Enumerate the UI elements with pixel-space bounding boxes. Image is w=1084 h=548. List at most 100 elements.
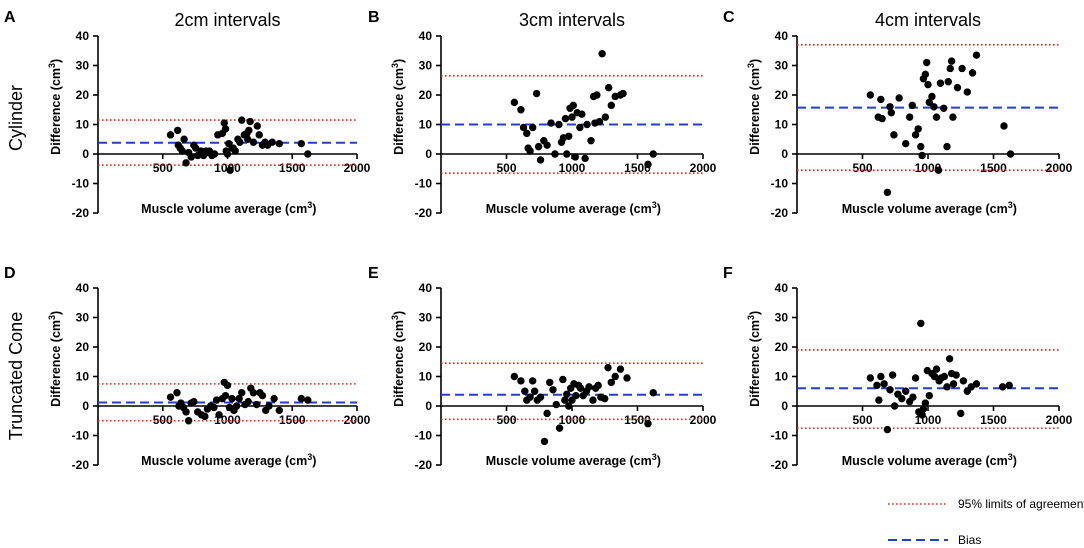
x-tick-label: 1000 <box>559 413 586 427</box>
y-tick-label: 40 <box>775 281 789 295</box>
data-point <box>898 394 906 403</box>
y-axis-label: Difference (cm3) <box>746 59 762 155</box>
y-tick-label: -20 <box>72 458 90 472</box>
x-tick-label: 1500 <box>279 161 306 175</box>
y-tick-label: 40 <box>76 29 90 43</box>
y-tick-label: -20 <box>415 206 433 220</box>
x-tick-label: 2000 <box>1046 413 1073 427</box>
y-tick-label: 30 <box>419 311 433 325</box>
data-point <box>561 396 569 404</box>
data-point <box>917 319 925 328</box>
data-point <box>949 113 957 121</box>
y-tick-label: 20 <box>775 340 789 354</box>
data-point <box>210 150 219 158</box>
data-point <box>270 394 278 403</box>
data-point <box>182 408 190 416</box>
data-point <box>940 372 949 381</box>
data-point <box>909 393 917 401</box>
y-tick-label: 0 <box>425 399 432 413</box>
legend-bias-label: Bias <box>958 533 981 547</box>
data-point <box>543 409 551 418</box>
data-point <box>589 396 597 404</box>
data-point <box>895 94 903 102</box>
data-point <box>182 159 190 167</box>
data-point <box>585 383 593 391</box>
x-axis-label: Muscle volume average (cm3) <box>141 200 316 216</box>
data-point <box>236 138 244 146</box>
data-point <box>880 380 888 388</box>
data-point <box>238 389 246 397</box>
data-point <box>532 89 541 98</box>
data-point <box>593 91 601 99</box>
data-point <box>908 101 916 110</box>
data-point <box>173 126 182 135</box>
data-point <box>526 147 534 155</box>
data-point <box>930 103 938 111</box>
data-point <box>902 139 910 148</box>
data-point <box>902 387 910 395</box>
data-point <box>953 83 962 92</box>
y-tick-label: 0 <box>781 399 788 413</box>
data-point <box>932 113 941 121</box>
x-tick-label: 2000 <box>344 413 371 427</box>
data-point <box>968 69 977 77</box>
data-point <box>253 122 261 130</box>
data-point <box>184 417 193 425</box>
data-point <box>559 375 567 384</box>
data-point <box>258 391 267 400</box>
data-point <box>223 150 232 158</box>
data-point <box>601 113 610 121</box>
y-tick-label: 0 <box>425 147 432 161</box>
data-point <box>210 403 218 412</box>
legend: 95% limits of agreement Bias <box>888 497 1084 547</box>
data-point <box>921 399 930 407</box>
data-point <box>555 120 563 129</box>
data-point <box>569 101 578 110</box>
y-axis-label: Difference (cm3) <box>746 311 762 407</box>
data-point <box>963 88 971 96</box>
data-point <box>888 371 897 379</box>
data-point <box>918 411 926 419</box>
data-point <box>173 389 181 397</box>
data-point <box>1000 122 1008 130</box>
y-tick-label: -10 <box>415 429 433 443</box>
data-point <box>226 166 234 174</box>
data-point <box>883 188 892 197</box>
panel-letter: D <box>4 265 16 282</box>
y-axis-label: Difference (cm3) <box>390 59 406 155</box>
data-point <box>601 394 609 403</box>
data-point <box>595 117 604 126</box>
y-tick-label: -10 <box>72 177 90 191</box>
panel-letter: F <box>723 265 733 282</box>
x-tick-label: 2000 <box>690 413 717 427</box>
data-point <box>249 389 258 397</box>
y-tick-label: -20 <box>771 206 789 220</box>
data-point <box>581 154 589 163</box>
data-point <box>540 437 549 446</box>
data-point <box>297 139 306 148</box>
panel-title: 3cm intervals <box>519 10 625 30</box>
data-point <box>517 377 525 385</box>
data-point <box>529 377 537 385</box>
y-tick-label: 10 <box>419 118 433 132</box>
data-point <box>959 377 968 385</box>
data-point <box>576 384 585 392</box>
data-point <box>934 166 943 174</box>
data-point <box>919 405 928 413</box>
data-point <box>519 123 528 132</box>
data-point <box>998 383 1007 391</box>
y-tick-label: -10 <box>415 177 433 191</box>
data-point <box>583 120 591 129</box>
data-point <box>568 113 576 121</box>
data-point <box>594 381 602 390</box>
data-point <box>943 383 951 391</box>
x-tick-label: 1000 <box>559 161 586 175</box>
data-point <box>952 371 960 379</box>
data-point <box>190 397 198 406</box>
data-point <box>940 104 948 112</box>
data-point <box>510 372 519 381</box>
y-tick-label: -10 <box>771 177 789 191</box>
data-point <box>521 387 529 395</box>
